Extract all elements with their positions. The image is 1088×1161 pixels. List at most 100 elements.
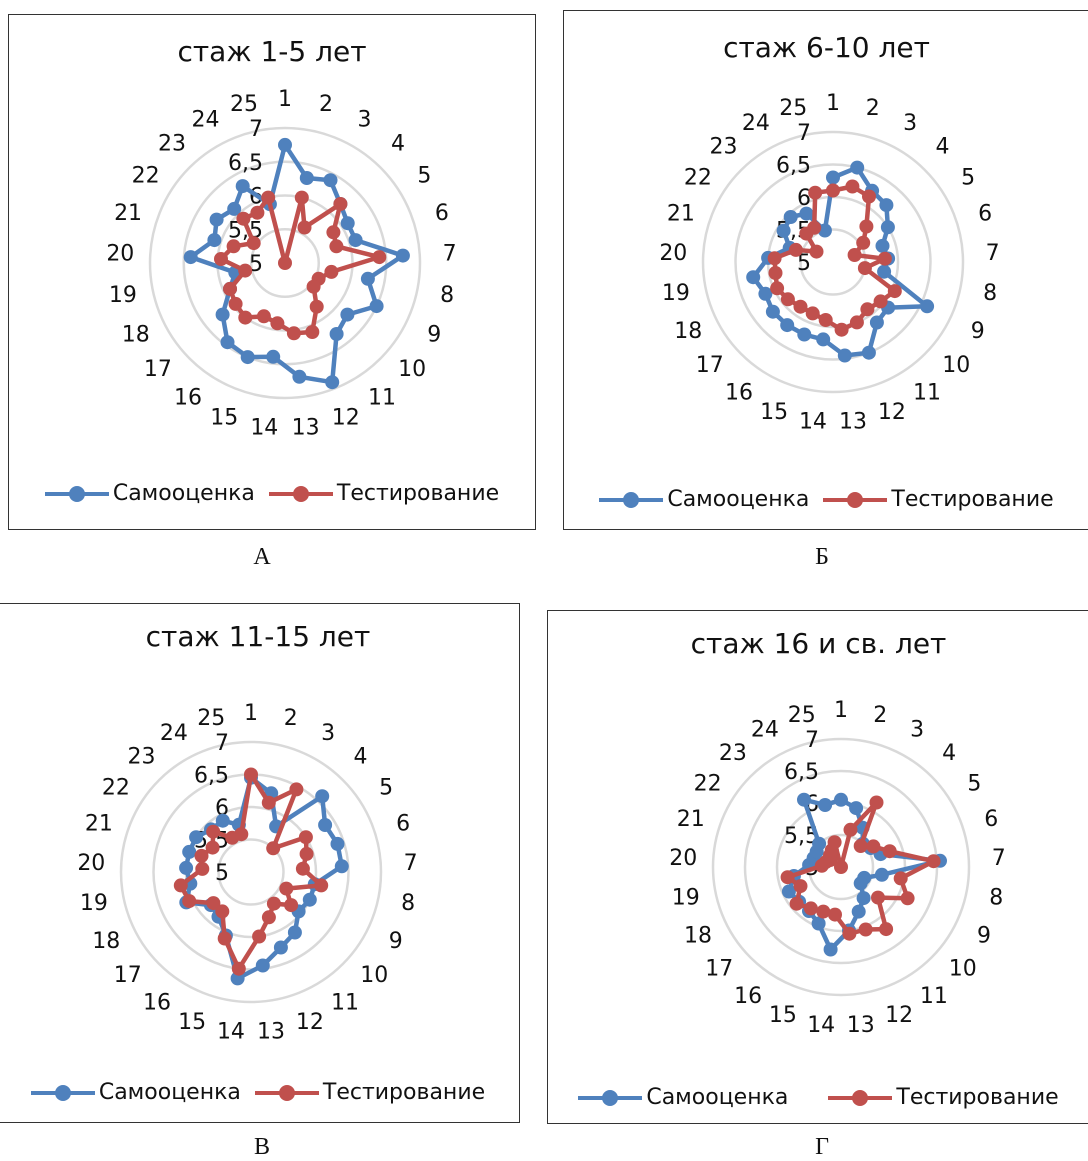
category-label: 10	[360, 963, 388, 988]
data-point	[250, 205, 265, 220]
data-point	[869, 315, 884, 330]
grid-ring	[734, 163, 932, 361]
data-point	[783, 210, 798, 224]
data-point	[781, 884, 796, 899]
data-point	[294, 190, 309, 205]
category-label: 25	[230, 92, 258, 117]
data-point	[306, 279, 321, 294]
chart-title: стаж 1-5 лет	[177, 35, 367, 68]
grid-ring	[711, 737, 971, 997]
legend-swatch-self	[578, 1087, 643, 1109]
category-label: 22	[694, 771, 722, 796]
category-label: 15	[769, 1003, 797, 1028]
data-point	[861, 345, 876, 360]
chart-legend: Самооценка Тестирование	[548, 1085, 1088, 1110]
data-point	[217, 931, 232, 946]
data-point	[849, 315, 864, 330]
category-label: 9	[971, 319, 985, 344]
chart-title: стаж 16 и св. лет	[690, 627, 947, 660]
data-point	[238, 310, 253, 325]
data-point	[297, 220, 312, 235]
data-point	[266, 349, 281, 364]
category-label: 15	[210, 405, 238, 430]
data-point	[279, 881, 294, 896]
chart-panel-b: стаж 6-10 лет 5 5,5 6 6,5 7 1 2 3 4 5 6 7 8 9 10 11 12 13…	[563, 10, 1088, 530]
data-point	[236, 211, 251, 226]
data-point	[793, 879, 808, 894]
data-point	[228, 296, 243, 311]
data-point	[372, 250, 387, 265]
data-point	[837, 348, 852, 363]
data-point	[369, 299, 384, 314]
axis-tick-label: 5	[797, 251, 811, 276]
radar-plot: 55,566,571234567891011121314151617181920…	[669, 698, 1005, 1038]
category-label: 20	[106, 242, 134, 267]
data-point	[299, 171, 314, 185]
category-label: 13	[839, 410, 867, 435]
data-point	[278, 137, 292, 152]
chart-legend: Самооценка Тестирование	[9, 481, 535, 506]
data-point	[284, 898, 299, 913]
data-point	[278, 256, 292, 270]
series-test	[767, 179, 902, 337]
category-label: 21	[677, 807, 705, 832]
category-label: 17	[114, 963, 142, 988]
data-point	[826, 183, 840, 198]
data-point	[818, 313, 833, 327]
data-point	[286, 326, 301, 341]
data-point	[866, 839, 881, 854]
category-label: 5	[379, 775, 393, 800]
data-point	[340, 307, 355, 322]
data-point	[882, 844, 897, 859]
category-label: 25	[197, 706, 225, 731]
data-point	[266, 841, 281, 856]
data-point	[834, 792, 848, 807]
data-point	[292, 369, 307, 384]
grid-ring	[217, 838, 285, 906]
data-point	[758, 286, 773, 301]
series-test	[173, 767, 329, 976]
data-point	[318, 818, 333, 832]
data-point	[811, 916, 826, 931]
category-label: 2	[319, 92, 333, 117]
category-label: 12	[332, 405, 360, 430]
chart-panel-d: стаж 16 и св. лет 55,566,571234567891011…	[547, 610, 1088, 1124]
data-point	[812, 836, 827, 851]
data-point	[797, 327, 812, 342]
data-point	[818, 798, 833, 812]
data-point	[231, 961, 246, 976]
data-point	[235, 179, 250, 194]
category-label: 7	[404, 851, 418, 876]
category-label: 5	[417, 164, 431, 189]
chart-title: стаж 6-10 лет	[723, 31, 930, 64]
data-point	[244, 767, 258, 782]
data-point	[261, 190, 276, 205]
legend-item-test: Тестирование	[254, 1080, 485, 1105]
data-point	[746, 270, 761, 285]
category-label: 10	[942, 353, 970, 378]
legend-label-self: Самооценка	[667, 487, 810, 512]
data-point	[289, 782, 304, 797]
category-label: 8	[983, 281, 997, 306]
series-self	[746, 160, 935, 363]
data-point	[869, 795, 884, 810]
grid-ring	[148, 126, 422, 400]
category-label: 20	[659, 241, 687, 266]
data-point	[780, 318, 795, 333]
category-label: 16	[143, 990, 171, 1015]
category-label: 18	[92, 929, 120, 954]
data-point	[877, 251, 892, 266]
data-point	[194, 848, 209, 863]
data-point	[256, 309, 271, 324]
category-label: 4	[354, 744, 368, 769]
chart-panel-c: стаж 11-15 лет 55,566,571234567891011121…	[0, 603, 520, 1123]
category-label: 11	[368, 385, 396, 410]
legend-swatch-test	[823, 489, 888, 511]
data-point	[780, 292, 795, 307]
category-label: 25	[788, 703, 816, 728]
data-point	[816, 332, 831, 347]
data-point	[298, 830, 313, 845]
data-point	[215, 904, 230, 919]
category-label: 16	[725, 380, 753, 405]
data-point	[893, 871, 908, 886]
